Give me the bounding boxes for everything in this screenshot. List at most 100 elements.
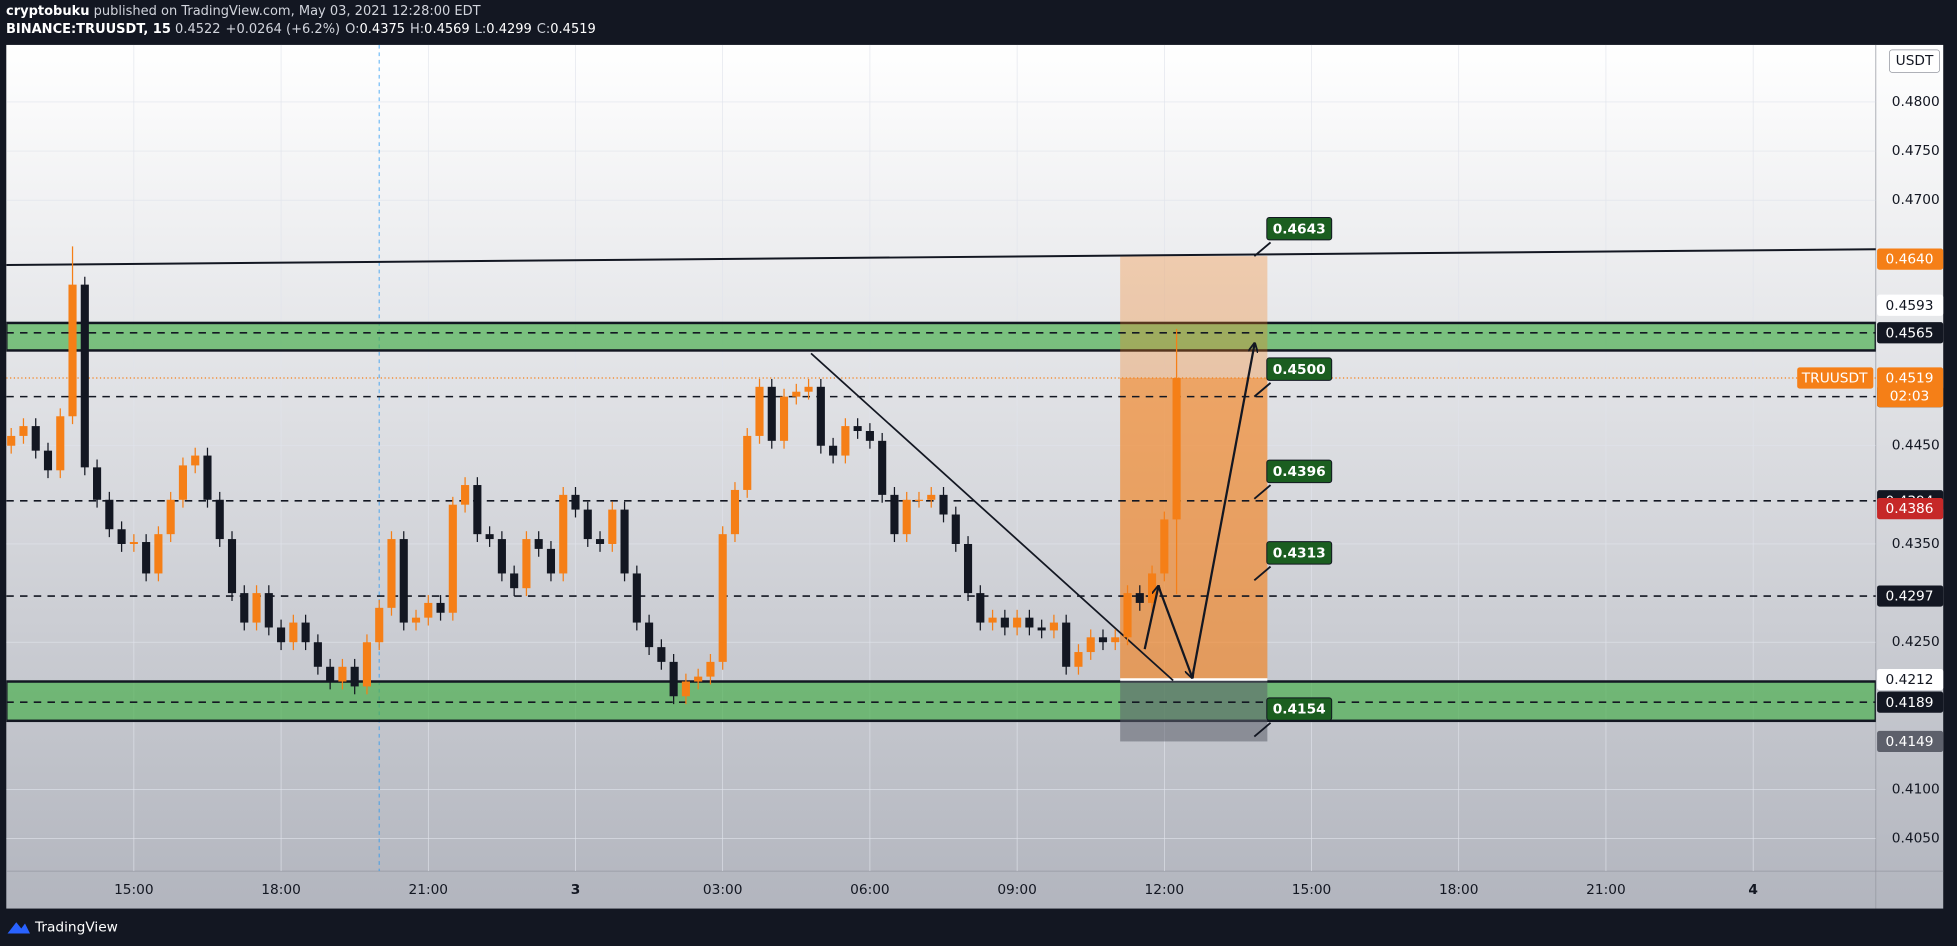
y-tick-label: 0.4350 (1892, 536, 1940, 552)
candle-body (7, 435, 16, 446)
ohlc-item: L:0.4299 (475, 22, 532, 37)
candle-body (399, 539, 408, 623)
x-tick-label: 09:00 (997, 882, 1037, 898)
target-pointer (1253, 382, 1272, 398)
candle-body (829, 445, 838, 456)
symbol-label: TRUUSDT (1801, 371, 1868, 387)
price-label: 0.4297 (1886, 589, 1934, 605)
symbol-box (1797, 367, 1874, 389)
candle-body (362, 642, 372, 687)
candle-body (56, 416, 65, 471)
x-tick-label: 15:00 (114, 882, 154, 898)
x-tick-label: 06:00 (850, 882, 890, 898)
candle-body (1123, 593, 1132, 638)
candle-body (963, 543, 973, 594)
price-label: 0.4565 (1886, 325, 1934, 341)
x-tick-label: 15:00 (1292, 882, 1332, 898)
candle-body (546, 548, 556, 574)
candle-body (227, 539, 237, 594)
candle-body (755, 386, 764, 436)
y-tick-label: 0.4800 (1892, 94, 1940, 110)
last-price-box (1877, 367, 1944, 408)
candle-body (730, 489, 740, 535)
candle-body (878, 440, 887, 495)
candle-body (976, 593, 985, 623)
target-label: 0.4313 (1273, 545, 1326, 561)
candle-body (117, 529, 126, 544)
publish-line: cryptobuku published on TradingView.com,… (6, 3, 601, 21)
header: cryptobuku published on TradingView.com,… (6, 3, 601, 39)
candle-body (645, 622, 654, 648)
projection-arrow (1143, 586, 1159, 650)
candle-body (681, 681, 690, 697)
countdown: 02:03 (1890, 389, 1930, 405)
change: +0.0264 (+6.2%) (225, 22, 341, 37)
candle-body (1098, 637, 1108, 643)
currency-badge (1889, 49, 1940, 73)
price-label-box (1877, 691, 1944, 713)
target-pointer (1253, 484, 1272, 500)
candle-body (1172, 377, 1181, 520)
filled-profit (1120, 377, 1268, 680)
target-label: 0.4500 (1273, 362, 1326, 378)
author: cryptobuku (6, 4, 90, 19)
price-label-box (1877, 322, 1944, 344)
candle-body (375, 607, 384, 643)
candle-body (461, 485, 470, 505)
candle-body (816, 386, 825, 446)
chart-background (6, 44, 1944, 909)
ohlc-value: 0.4299 (486, 22, 532, 37)
candle-body (1074, 652, 1083, 667)
currency: USDT (1896, 53, 1934, 69)
projection-arrow (1191, 344, 1254, 678)
candle-body (178, 465, 187, 500)
candle-body (620, 509, 629, 574)
price-label-box (1877, 498, 1944, 520)
candle-body (191, 455, 200, 466)
candle-body (448, 504, 457, 613)
candle-body (988, 617, 997, 623)
candle-body (534, 539, 543, 549)
candle-body (240, 593, 249, 623)
candle-body (264, 593, 273, 628)
loss-zone (1120, 679, 1268, 742)
y-tick-label: 0.4100 (1892, 782, 1940, 798)
price-label-box (1877, 248, 1944, 270)
price-label: 0.4149 (1886, 734, 1934, 750)
candle-body (497, 539, 506, 574)
plot-area (6, 44, 1876, 872)
x-tick-label: 18:00 (1439, 882, 1479, 898)
ohlc-value: 0.4519 (550, 22, 596, 37)
candle-body (1086, 637, 1095, 653)
candle-body (1160, 519, 1169, 574)
x-tick-label: 21:00 (1586, 882, 1626, 898)
candle-body (80, 284, 89, 468)
logo-icon (7, 922, 31, 934)
candle-body (608, 509, 617, 544)
descending-trendline (810, 352, 1174, 682)
candle-body (93, 467, 102, 500)
y-tick-label: 0.4050 (1892, 831, 1940, 847)
x-tick-label: 12:00 (1145, 882, 1185, 898)
candle-body (694, 676, 703, 682)
price-label-box (1877, 294, 1944, 316)
candle-body (927, 494, 936, 500)
support-resistance-zone (6, 321, 1876, 352)
candle-body (1013, 617, 1022, 628)
candle-body (914, 499, 924, 502)
candle-body (743, 435, 752, 490)
resistance-trendline (6, 248, 1876, 266)
x-tick-label: 4 (1748, 882, 1758, 898)
candle-body (779, 396, 789, 441)
candle-body (1135, 593, 1144, 603)
target-badge (1266, 216, 1333, 241)
candle-body (902, 499, 911, 535)
ohlc-label: L: (474, 22, 487, 37)
y-tick-label: 0.4250 (1892, 634, 1940, 650)
candle-body (583, 509, 592, 540)
candle-body (706, 661, 715, 677)
candle-body (522, 539, 531, 589)
ohlc-item: H:0.4569 (410, 22, 470, 37)
x-tick-label: 03:00 (703, 882, 743, 898)
candle-body (485, 534, 494, 540)
